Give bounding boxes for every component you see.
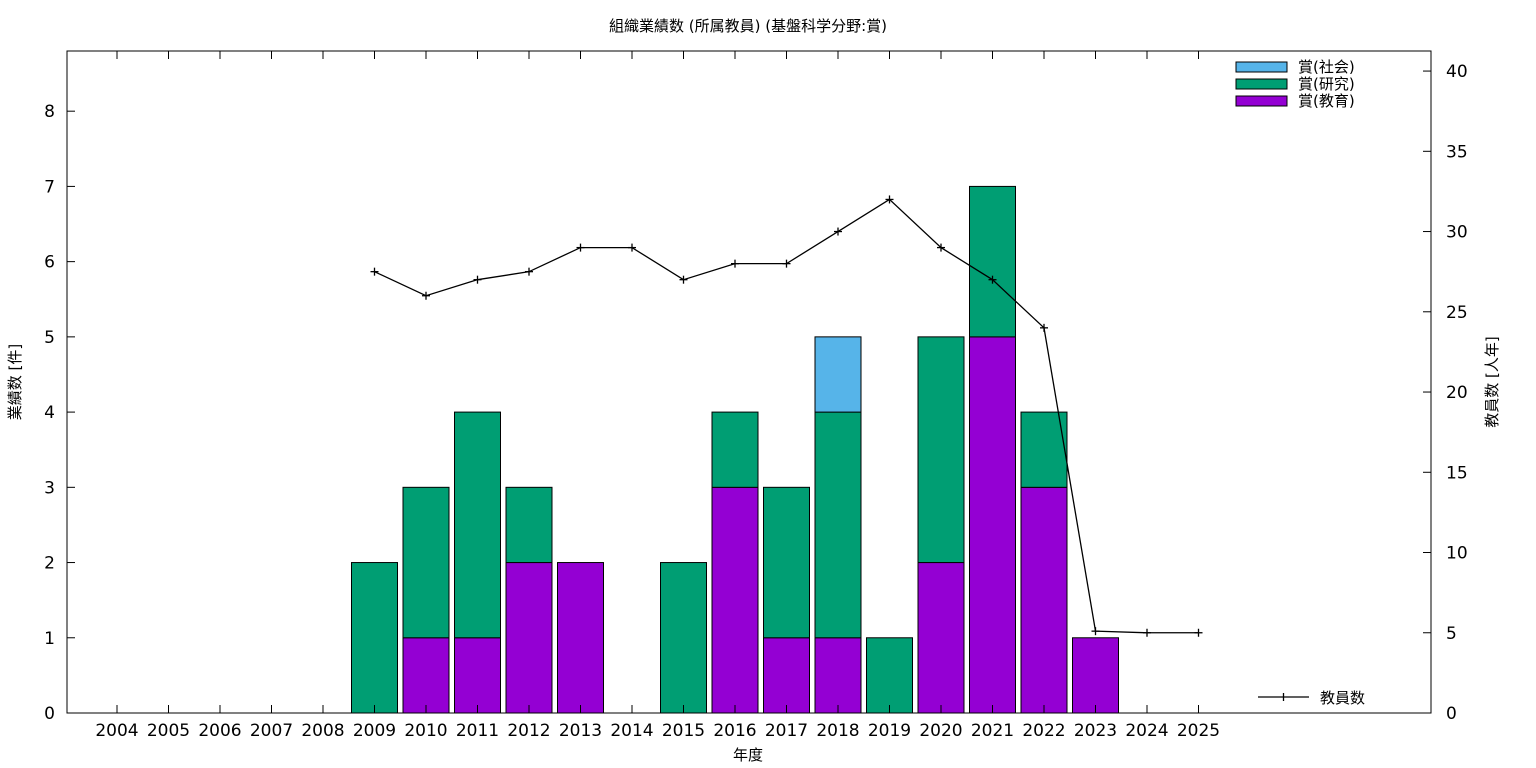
y-tick-label-5: 5 (44, 328, 55, 348)
bar-2010-series-0 (402, 637, 450, 714)
x-tick-label-2023: 2023 (1074, 721, 1117, 741)
line-point-2010 (422, 291, 430, 300)
y-axis-title: 業績数 [件] (6, 344, 24, 420)
bar-2019-series-1 (866, 637, 913, 714)
line-point-2015 (679, 275, 688, 284)
y2-axis-title: 教員数 [人年] (1483, 336, 1501, 427)
bar-2017-series-0 (763, 637, 810, 714)
y2-tick-label-40: 40 (1446, 62, 1468, 82)
bar-2009-series-1 (351, 562, 398, 714)
x-tick-label-2020: 2020 (919, 721, 962, 741)
x-tick-label-2025: 2025 (1177, 721, 1220, 741)
line-point-2023 (1091, 627, 1100, 636)
x-tick-label-2013: 2013 (559, 721, 602, 741)
x-tick-label-2005: 2005 (147, 721, 190, 741)
y2-tick-label-30: 30 (1446, 223, 1468, 243)
line-point-2017 (782, 259, 791, 268)
y-tick-label-7: 7 (44, 177, 55, 197)
x-axis-title: 年度 (733, 746, 763, 764)
x-tick-label-2011: 2011 (456, 721, 499, 741)
line-layer (370, 195, 1203, 637)
bar-2018-series-1 (814, 411, 862, 639)
y2-tick-label-5: 5 (1446, 624, 1457, 644)
y2-tick-label-35: 35 (1446, 142, 1468, 162)
y-tick-label-8: 8 (44, 102, 55, 122)
x-tick-label-2014: 2014 (610, 721, 653, 741)
y-tick-label-4: 4 (44, 403, 55, 423)
legend-label-1: 賞(研究) (1298, 75, 1355, 93)
x-tick-label-2004: 2004 (95, 721, 138, 741)
bar-2011-series-0 (454, 637, 501, 714)
plot-frame (66, 50, 1432, 714)
bar-2020-series-1 (917, 336, 965, 564)
bar-2016-series-0 (711, 486, 759, 714)
line-point-2012 (525, 267, 533, 276)
x-tick-label-2022: 2022 (1022, 721, 1065, 741)
x-tick-label-2008: 2008 (301, 721, 344, 741)
bar-2021-series-0 (969, 336, 1016, 714)
y-tick-label-6: 6 (44, 253, 55, 273)
bars-layer (351, 185, 1119, 714)
bar-2015-series-1 (660, 562, 707, 714)
x-tick-label-2009: 2009 (353, 721, 396, 741)
x-tick-label-2010: 2010 (404, 721, 447, 741)
bar-2013-series-0 (557, 562, 604, 714)
y-tick-label-1: 1 (44, 629, 55, 649)
legend-swatch-0 (1235, 61, 1288, 73)
bar-2012-series-1 (505, 486, 553, 564)
line-point-2018 (834, 227, 842, 236)
bar-2017-series-1 (763, 486, 810, 639)
bar-2016-series-1 (711, 411, 759, 488)
x-tick-label-2021: 2021 (971, 721, 1014, 741)
bar-2018-series-2 (814, 336, 862, 413)
bar-2023-series-0 (1072, 637, 1119, 714)
bar-2021-series-1 (969, 185, 1016, 338)
x-tick-label-2006: 2006 (198, 721, 241, 741)
bar-2018-series-0 (814, 637, 862, 714)
line-point-2024 (1143, 628, 1151, 637)
axes-layer: 2004 2005 2006 2007 2008 2009 2010 2011 2012 2013… (44, 51, 1468, 741)
x-tick-label-2015: 2015 (662, 721, 705, 741)
y2-tick-label-25: 25 (1446, 303, 1468, 323)
y-tick-label-0: 0 (44, 704, 55, 724)
y-tick-label-3: 3 (44, 478, 55, 498)
bar-2012-series-0 (505, 562, 553, 714)
y2-tick-label-0: 0 (1446, 704, 1457, 724)
y2-tick-label-15: 15 (1446, 463, 1468, 483)
x-tick-label-2012: 2012 (507, 721, 550, 741)
x-tick-label-2016: 2016 (713, 721, 756, 741)
line-point-2025 (1194, 628, 1203, 637)
legend-swatch-1 (1235, 78, 1288, 90)
line-point-2009 (370, 267, 379, 276)
line-point-2021 (988, 275, 997, 284)
x-tick-label-2017: 2017 (765, 721, 808, 741)
chart-title: 組織業績数 (所属教員) (基盤科学分野:賞) (609, 17, 887, 35)
legend-swatch-2 (1235, 95, 1288, 107)
legend-label-2: 賞(教育) (1298, 92, 1355, 110)
x-tick-label-2024: 2024 (1125, 721, 1168, 741)
bar-2011-series-1 (454, 411, 501, 639)
line-point-2022 (1040, 323, 1048, 332)
legend: 賞(社会)賞(研究)賞(教育) 教員数 (1235, 58, 1365, 707)
bar-2010-series-1 (402, 486, 450, 639)
x-tick-label-2018: 2018 (816, 721, 859, 741)
line-point-2019 (885, 195, 894, 204)
line-point-2011 (473, 275, 482, 284)
x-tick-label-2007: 2007 (250, 721, 293, 741)
bar-2022-series-0 (1020, 486, 1068, 714)
y2-tick-label-10: 10 (1446, 544, 1468, 564)
bar-2020-series-0 (917, 562, 965, 714)
line-point-2020 (937, 243, 945, 252)
line-point-2014 (628, 243, 636, 252)
bar-2022-series-1 (1020, 411, 1068, 488)
line-point-2013 (576, 243, 585, 252)
line-point-2016 (731, 259, 739, 268)
y2-tick-label-20: 20 (1446, 383, 1468, 403)
y-tick-label-2: 2 (44, 554, 55, 574)
x-tick-label-2019: 2019 (868, 721, 911, 741)
legend-label-line: 教員数 (1320, 689, 1365, 707)
legend-label-0: 賞(社会) (1298, 58, 1355, 76)
